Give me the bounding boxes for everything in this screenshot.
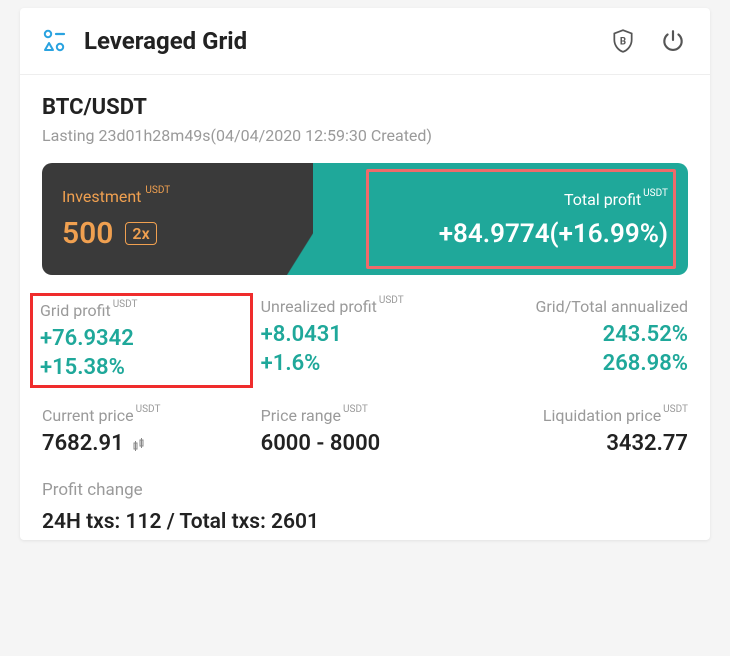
card-title: Leveraged Grid [84,27,588,55]
stat-price-range: Price range USDT 6000 - 8000 [261,406,470,456]
current-price-label: Current price USDT [42,406,251,425]
price-range-label-text: Price range [261,406,341,425]
banner-investment: Investment USDT 500 2x [42,163,313,275]
stat-unrealized-profit: Unrealized profit USDT +8.0431 +1.6% [261,297,470,384]
leverage-badge: 2x [125,222,156,245]
stat-liquidation-price: Liquidation price USDT 3432.77 [479,406,688,456]
banner-total-profit: Total profit USDT +84.9774(+16.99%) [313,163,688,275]
liquidation-currency: USDT [663,404,688,415]
bot-card: Leveraged Grid B BTC/USDT Lasting 23d01h… [20,8,710,540]
lasting-text: Lasting 23d01h28m49s(04/04/2020 12:59:30… [42,126,688,145]
current-price-currency: USDT [136,404,161,415]
unrealized-pct: +1.6% [261,351,470,376]
current-price-value: 7682.91 [42,431,251,456]
annualized-total: 268.98% [479,351,688,376]
svg-text:B: B [620,36,626,47]
grid-profit-currency: USDT [113,299,138,310]
highlight-total-profit [366,169,676,269]
unrealized-label: Unrealized profit USDT [261,297,470,316]
unrealized-value: +8.0431 [261,322,470,347]
current-price-label-text: Current price [42,406,134,425]
unrealized-label-text: Unrealized profit [261,297,377,316]
current-price-number: 7682.91 [42,431,124,456]
annualized-grid: 243.52% [479,322,688,347]
investment-row: 500 2x [62,216,293,251]
liquidation-label: Liquidation price USDT [479,406,688,425]
price-range-label: Price range USDT [261,406,470,425]
btc-shield-icon[interactable]: B [608,26,638,56]
card-body: BTC/USDT Lasting 23d01h28m49s(04/04/2020… [20,75,710,540]
stat-current-price: Current price USDT 7682.91 [42,406,251,456]
txs-summary: 24H txs: 112 / Total txs: 2601 [42,510,688,534]
card-header: Leveraged Grid B [20,8,710,75]
investment-label: Investment USDT [62,187,293,206]
liquidation-label-text: Liquidation price [543,406,661,425]
profit-banner: Investment USDT 500 2x Total profit USDT… [42,163,688,275]
stat-annualized: Grid/Total annualized 243.52% 268.98% [479,297,688,384]
investment-label-text: Investment [62,187,141,206]
stats-grid: Grid profit USDT +76.9342 +15.38% Unreal… [42,297,688,456]
price-range-value: 6000 - 8000 [261,431,470,456]
investment-amount: 500 [62,216,113,251]
investment-currency: USDT [145,185,170,196]
price-range-currency: USDT [343,404,368,415]
trading-pair: BTC/USDT [42,95,688,120]
power-icon[interactable] [658,26,688,56]
annualized-label: Grid/Total annualized [479,297,688,316]
profit-change-label: Profit change [42,480,688,500]
liquidation-value: 3432.77 [479,431,688,456]
unrealized-currency: USDT [379,295,404,306]
highlight-grid-profit [30,293,253,388]
stat-grid-profit: Grid profit USDT +76.9342 +15.38% [36,297,251,384]
candlestick-icon[interactable] [133,437,145,452]
grid-icon [42,28,68,54]
